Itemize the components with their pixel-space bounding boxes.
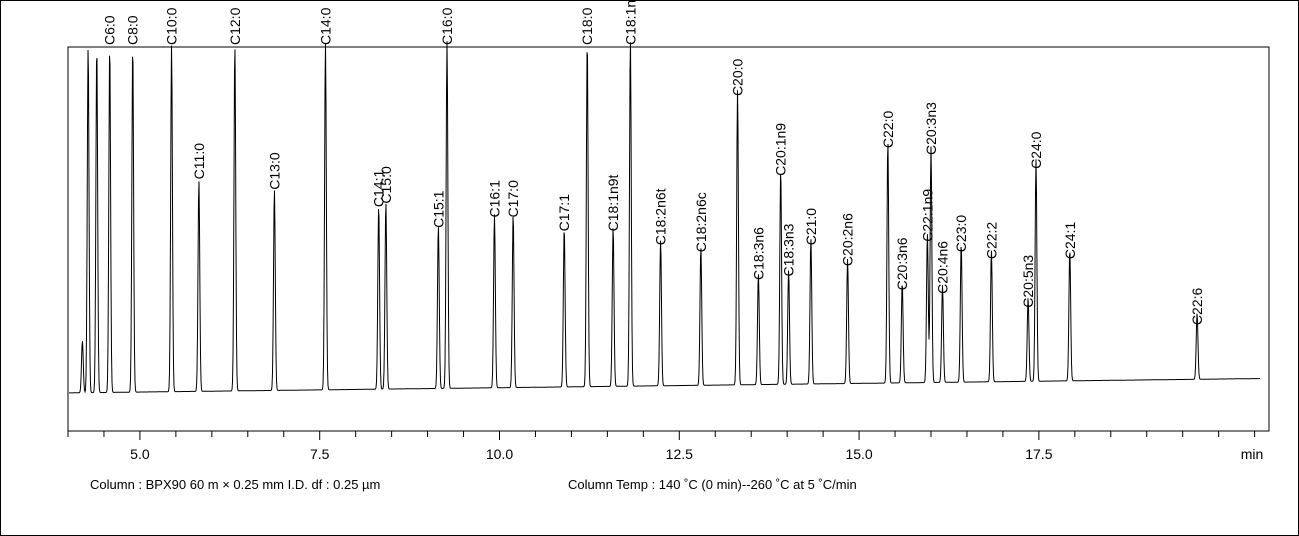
peak-label: C18:3n6 bbox=[750, 227, 766, 280]
peak-label: C20:3n3 bbox=[923, 102, 939, 155]
peak-label: C23:0 bbox=[953, 215, 969, 253]
x-tick-label: 17.5 bbox=[1025, 446, 1052, 462]
x-tick-label: 7.5 bbox=[310, 446, 330, 462]
peak-label: C10:0 bbox=[164, 7, 180, 45]
peak-label: C20:3n6 bbox=[894, 237, 910, 290]
peak-label: C20:0 bbox=[730, 58, 746, 96]
peak-label: C17:0 bbox=[505, 180, 521, 218]
peak-label: C20:4n6 bbox=[935, 241, 951, 294]
plot-frame bbox=[67, 46, 1270, 432]
column-spec: Column : BPX90 60 m × 0.25 mm I.D. df : … bbox=[90, 477, 381, 492]
x-tick-label: 12.5 bbox=[666, 446, 693, 462]
x-axis-unit: min bbox=[1241, 446, 1264, 462]
peak-label: C6:0 bbox=[102, 15, 118, 45]
peak-label: C22:0 bbox=[880, 111, 896, 149]
peak-label: C18:3n3 bbox=[781, 223, 797, 276]
peak-label: C24:0 bbox=[1028, 131, 1044, 169]
peak-label: C16:0 bbox=[439, 7, 455, 45]
peak-label: C16:1 bbox=[486, 180, 502, 218]
peak-label: C24:1 bbox=[1062, 222, 1078, 260]
peak-label: C11:0 bbox=[191, 143, 207, 180]
peak-label: C8:0 bbox=[125, 15, 141, 45]
peak-label: C18:1n9c bbox=[622, 0, 638, 45]
temperature-program: Column Temp : 140 ˚C (0 min)--260 ˚C at … bbox=[568, 477, 857, 492]
peak-label: C22:2 bbox=[983, 222, 999, 260]
peak-label: C14:0 bbox=[317, 7, 333, 45]
peak-label: C18:2n6t bbox=[653, 188, 669, 245]
peak-label: C17:1 bbox=[556, 194, 572, 232]
x-axis: 5.0 7.5 10.0 12.5 15.0 17.5 bbox=[67, 431, 1256, 462]
peak-label: C15:0 bbox=[378, 166, 394, 204]
peak-label: C20:5n3 bbox=[1020, 255, 1036, 308]
peak-label: C22:6 bbox=[1189, 287, 1205, 325]
peak-label: C18:1n9t bbox=[605, 174, 621, 231]
x-tick-label: 5.0 bbox=[130, 446, 150, 462]
chromatogram-trace bbox=[69, 41, 1260, 394]
peak-label: C18:0 bbox=[579, 7, 595, 45]
peak-label: C13:0 bbox=[266, 152, 282, 190]
peak-label: C20:1n9 bbox=[773, 123, 789, 176]
peak-label: C12:0 bbox=[227, 7, 243, 45]
peak-label: C14:1 bbox=[371, 170, 387, 208]
x-tick-label: 15.0 bbox=[845, 446, 872, 462]
x-tick-label: 10.0 bbox=[486, 446, 513, 462]
peak-label: C21:0 bbox=[803, 208, 819, 246]
peak-label: C20:2n6 bbox=[840, 213, 856, 266]
peak-label: C22:1n9 bbox=[919, 189, 935, 242]
peak-label: C18:2n6c bbox=[693, 192, 709, 252]
peak-label: C15:1 bbox=[430, 190, 446, 228]
